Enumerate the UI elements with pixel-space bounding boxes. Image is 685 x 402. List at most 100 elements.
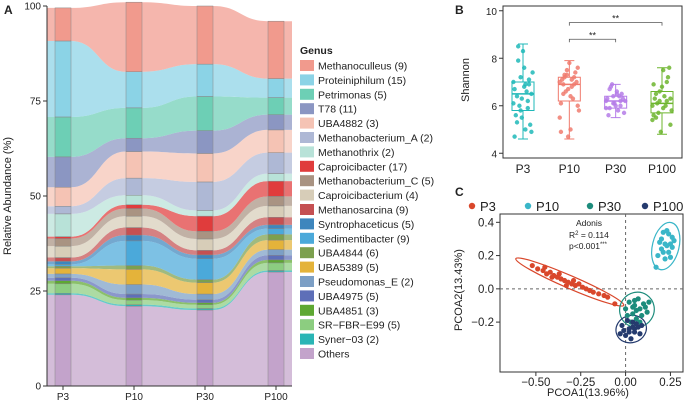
b-y-axis-title: Shannon [460,58,472,102]
c-frame [499,213,684,373]
legend-label-methanosarcina-9: Methanosarcina (9) [318,205,408,217]
c-point-p100 [626,329,632,335]
c-point-p30 [642,304,648,310]
b-point-p100 [656,110,661,116]
c-x-axis-title: PCOA1(13.96%) [547,387,629,399]
flow-others [47,272,292,386]
legend-label-methanoculleus-9: Methanoculleus (9) [318,61,407,73]
legend-label-pseudomonas-e-2: Pseudomonas_E (2) [318,277,414,289]
legend-label-uba4844-6: UBA4844 (6) [318,248,379,260]
b-point-p3 [529,129,534,135]
a-y-axis-title: Relative Abundance (%) [2,137,14,255]
bar-t78-11-p100 [267,114,285,131]
bar-uba5389-5-p3 [54,267,72,275]
bar-petrimonas-5-p10 [125,107,143,139]
bar-others-p30 [196,309,214,387]
b-point-p3 [523,127,528,132]
c-legend-label-p100: P100 [653,199,683,214]
legend-label-uba4975-5: UBA4975 (5) [318,291,379,303]
c-point-p10 [669,234,675,240]
b-x-tick-p100: P100 [648,162,676,176]
bar-proteiniphilum-15-p3 [54,40,72,118]
c-point-p30 [633,316,639,322]
bar-uba4851-3-p30 [196,302,214,305]
bar-methanobacterium-c-5-p100 [267,196,285,207]
bar-syntrophaceticus-5-p3 [54,261,72,265]
bar-pseudomonas-e-2-p10 [125,284,143,295]
b-point-p100 [669,108,674,113]
legend-swatch-methanoculleus-9 [300,60,314,71]
b-point-p10 [565,86,571,92]
flow-uba4882-3 [47,129,292,207]
bar-caproicibacterium-4-p3 [54,245,72,258]
b-point-p10 [569,77,574,82]
b-point-p10 [565,134,571,139]
bar-sedimentibacter-9-p10 [125,240,143,266]
flow-uba5389-5 [47,240,292,295]
c-point-p30 [624,312,630,319]
c-point-p100 [622,332,629,339]
b-point-p30 [618,98,623,104]
c-point-p100 [630,324,636,330]
bar-t78-11-p10 [125,137,143,152]
bar-uba4851-3-p10 [125,297,143,301]
flow-sr-fbr-e99-5 [47,262,292,309]
c-point-p3 [556,271,562,277]
c-point-p100 [624,317,630,324]
c-point-p3 [563,282,569,289]
b-y-tick-6: 6 [491,102,497,113]
b-point-p30 [618,103,623,108]
b-x-tick-p30: P30 [605,162,627,176]
legend-swatch-caproicibacter-17 [300,160,314,172]
legend-swatch-methanosarcina-9 [300,204,314,215]
c-point-p10 [657,239,663,245]
b-x-tick-p10: P10 [559,162,581,176]
c-y-tick-0: −0.2 [471,317,494,329]
b-point-p3 [516,44,521,49]
legend-swatch-uba4882-3 [300,117,314,129]
c-legend-marker-p3 [468,202,476,210]
c-point-p30 [626,299,632,305]
legend-swatch-sr-fbr-e99-5 [300,319,314,331]
a-x-tick-p3: P3 [57,392,70,402]
b-point-p10 [576,108,582,113]
b-point-p3 [530,70,535,75]
bar-sr-fbr-e99-5-p10 [125,299,143,305]
bar-uba4975-5-p3 [54,277,72,281]
b-point-p30 [603,105,609,111]
a-x-tick-p10: P10 [125,392,143,402]
b-point-p100 [653,91,659,97]
b-point-p10 [575,65,580,70]
adonis-r2: R2 = 0.114 [569,230,609,240]
bar-uba4844-6-p100 [267,234,285,241]
bar-methanobacterium-c-5-p3 [54,238,72,247]
b-y-tick-10: 10 [486,7,498,18]
c-legend-label-p30: P30 [598,199,621,214]
c-point-p100 [619,322,625,329]
b-point-p30 [611,101,616,106]
flow-methanosarcina-9 [47,217,292,262]
b-point-p30 [614,91,620,97]
b-point-p3 [518,75,523,80]
bar-caproicibacter-17-p10 [125,204,143,209]
legend-swatch-petrimonas-5 [300,88,314,100]
b-point-p100 [668,122,673,127]
bar-methanoculleus-9-p10 [125,1,143,72]
adonis-annotation: Adonis R2 = 0.114 p<0.001*** [569,218,609,251]
bar-others-p10 [125,305,143,387]
b-point-p100 [650,103,655,108]
b-point-p30 [611,94,616,99]
c-point-p10 [655,252,661,259]
c-point-p3 [596,291,602,297]
c-point-p30 [646,299,652,305]
bar-sedimentibacter-9-p3 [54,264,72,267]
bar-uba4844-6-p3 [54,266,72,269]
c-x-tick-2: 0.00 [614,377,636,389]
b-point-p3 [514,94,520,99]
c-ellipse-p10 [651,221,681,271]
bar-uba4975-5-p30 [196,299,214,304]
b-point-p10 [573,70,578,75]
b-point-p3 [525,105,530,111]
flow-t78-11 [47,114,292,188]
b-point-p10 [558,129,564,135]
